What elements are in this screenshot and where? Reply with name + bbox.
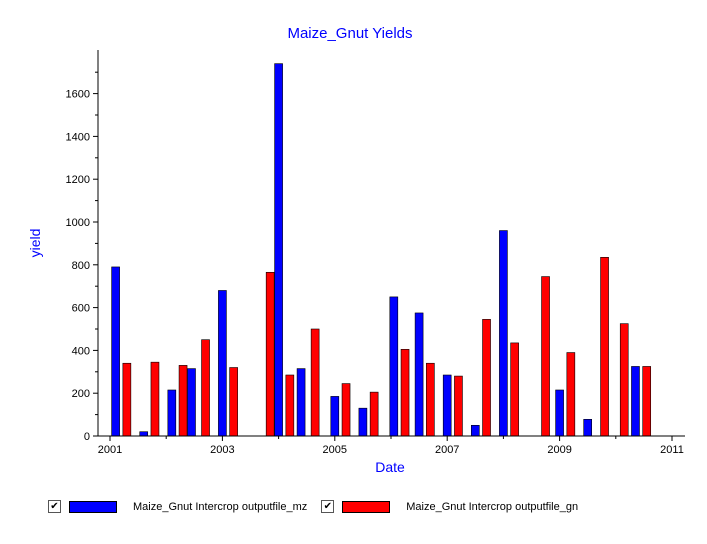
bar-gn xyxy=(310,328,320,437)
bar-gn xyxy=(201,339,210,437)
legend-item-gn[interactable]: ✔ Maize_Gnut Intercrop outputfile_gn xyxy=(321,500,578,513)
bar-mz xyxy=(414,312,424,437)
legend-checkbox-mz[interactable]: ✔ xyxy=(48,500,61,513)
chart-title: Maize_Gnut Yields xyxy=(287,25,412,42)
bar-mz xyxy=(499,230,508,437)
x-axis-label: Date xyxy=(375,459,405,475)
x-tick-label: 2009 xyxy=(547,444,571,456)
y-tick-label: 200 xyxy=(72,388,90,400)
bar-gn xyxy=(122,362,132,437)
bar-gn xyxy=(285,374,295,437)
bar-gn xyxy=(400,349,410,437)
y-tick-label: 800 xyxy=(72,260,90,272)
y-axis-label: yield xyxy=(27,229,43,258)
bar-gn xyxy=(265,271,275,437)
bar-gn xyxy=(619,323,629,437)
bar-gn xyxy=(642,366,652,437)
bar-mz xyxy=(139,431,149,437)
legend-swatch-mz xyxy=(69,500,117,513)
bar-mz xyxy=(274,63,283,437)
x-tick-label: 2005 xyxy=(323,444,347,456)
bar-gn xyxy=(150,361,160,437)
y-tick-label: 600 xyxy=(72,303,90,315)
bar-gn xyxy=(178,365,188,437)
x-tick-label: 2003 xyxy=(210,444,234,456)
bar-mz xyxy=(187,368,196,437)
bar-gn xyxy=(426,362,435,437)
y-tick-label: 1600 xyxy=(66,89,90,101)
bar-gn xyxy=(229,367,238,437)
bar-mz xyxy=(470,424,480,437)
chart: Maize_Gnut Yields yield Date 0 200 400 600 8… xyxy=(27,25,685,475)
bar-gn xyxy=(369,391,379,437)
legend: ✔ Maize_Gnut Intercrop outputfile_mz ✔ M… xyxy=(48,500,592,513)
legend-label-gn: Maize_Gnut Intercrop outputfile_gn xyxy=(406,500,579,513)
x-tick-label: 2011 xyxy=(660,444,684,456)
legend-item-mz[interactable]: ✔ Maize_Gnut Intercrop outputfile_mz xyxy=(48,500,307,513)
bar-mz xyxy=(218,290,227,437)
bar-mz xyxy=(111,266,120,437)
bar-mz xyxy=(555,389,564,437)
y-tick-label: 0 xyxy=(84,431,90,443)
x-tick-label: 2007 xyxy=(435,444,459,456)
bar-mz xyxy=(296,368,306,437)
y-tick-label: 1200 xyxy=(66,174,90,186)
bar-mz xyxy=(167,389,177,437)
bar-mz xyxy=(583,419,593,437)
bar-gn xyxy=(341,383,351,437)
bar-mz xyxy=(631,366,640,437)
legend-swatch-gn xyxy=(342,500,391,513)
bar-mz xyxy=(330,396,340,437)
bar-gn xyxy=(600,257,609,437)
legend-label-mz: Maize_Gnut Intercrop outputfile_mz xyxy=(133,500,308,513)
bar-gn xyxy=(454,375,463,437)
bar-gn xyxy=(482,319,491,437)
x-tick-label: 2001 xyxy=(98,444,122,456)
y-tick-label: 400 xyxy=(72,345,90,357)
bar-mz xyxy=(442,374,452,437)
bar-gn xyxy=(566,352,576,437)
bar-gn xyxy=(510,342,519,437)
bar-mz xyxy=(358,407,368,437)
y-tick-label: 1400 xyxy=(66,131,90,143)
legend-checkbox-gn[interactable]: ✔ xyxy=(321,500,335,513)
bar-mz xyxy=(389,296,399,437)
bar-gn xyxy=(541,276,550,437)
y-tick-label: 1000 xyxy=(66,217,90,229)
